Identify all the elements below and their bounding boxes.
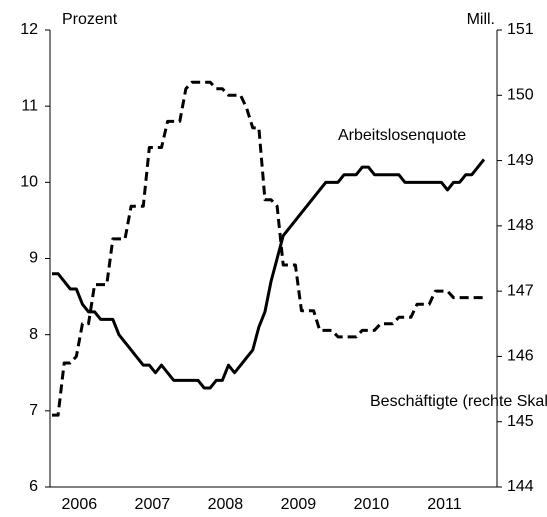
y-tick-label: 7: [29, 402, 38, 419]
y2-tick-label: 149: [507, 152, 534, 169]
y-tick-label: 9: [29, 250, 38, 267]
y-tick-label: 8: [29, 326, 38, 343]
y-tick-label: 10: [20, 174, 38, 191]
y2-tick-label: 144: [507, 478, 534, 495]
y2-tick-label: 146: [507, 348, 534, 365]
y2-tick-label: 150: [507, 87, 534, 104]
y-axis-label: Prozent: [62, 11, 118, 28]
series-label: Arbeitslosenquote: [338, 127, 466, 144]
y2-tick-label: 151: [507, 21, 534, 38]
series-line: [52, 158, 486, 390]
y-tick-label: 6: [29, 478, 38, 495]
x-tick-label: 2006: [62, 496, 98, 513]
y2-axis-label: Mill.: [467, 11, 495, 28]
y2-tick-label: 147: [507, 282, 534, 299]
y-tick-label: 11: [21, 97, 38, 114]
x-tick-label: 2009: [281, 496, 317, 513]
y2-tick-label: 145: [507, 413, 534, 430]
x-tick-label: 2010: [354, 496, 390, 513]
series-label: Beschäftigte (rechte Skala): [370, 393, 547, 410]
x-tick-label: 2008: [208, 496, 244, 513]
series-line: [52, 80, 484, 417]
y2-tick-label: 148: [507, 217, 534, 234]
x-tick-label: 2011: [427, 496, 462, 513]
x-tick-label: 2007: [135, 496, 171, 513]
y-tick-label: 12: [20, 21, 38, 38]
